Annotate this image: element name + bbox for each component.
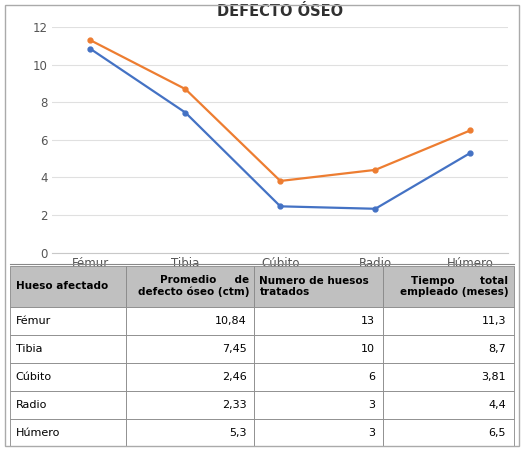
FancyBboxPatch shape xyxy=(383,363,514,391)
FancyBboxPatch shape xyxy=(126,335,255,363)
Text: 8,7: 8,7 xyxy=(488,344,506,354)
FancyBboxPatch shape xyxy=(10,335,126,363)
FancyBboxPatch shape xyxy=(255,335,383,363)
Text: 10: 10 xyxy=(361,344,375,354)
FancyBboxPatch shape xyxy=(10,391,126,419)
Text: Hueso afectado: Hueso afectado xyxy=(16,281,108,291)
FancyBboxPatch shape xyxy=(383,335,514,363)
Text: 3: 3 xyxy=(368,400,375,410)
Text: 4,4: 4,4 xyxy=(488,400,506,410)
Text: Radio: Radio xyxy=(16,400,47,410)
Text: 5,3: 5,3 xyxy=(230,428,247,437)
FancyBboxPatch shape xyxy=(10,363,126,391)
FancyBboxPatch shape xyxy=(126,391,255,419)
Text: Cúbito: Cúbito xyxy=(16,372,52,382)
Text: 3: 3 xyxy=(368,428,375,437)
FancyBboxPatch shape xyxy=(383,391,514,419)
Text: 2,46: 2,46 xyxy=(222,372,247,382)
Text: Promedio     de
defecto óseo (ctm): Promedio de defecto óseo (ctm) xyxy=(138,275,249,298)
Text: Tibia: Tibia xyxy=(16,344,42,354)
FancyBboxPatch shape xyxy=(10,266,126,307)
FancyBboxPatch shape xyxy=(10,307,126,335)
FancyBboxPatch shape xyxy=(255,391,383,419)
FancyBboxPatch shape xyxy=(383,266,514,307)
Text: Fémur: Fémur xyxy=(16,316,51,326)
FancyBboxPatch shape xyxy=(10,419,126,446)
FancyBboxPatch shape xyxy=(255,266,383,307)
Title: RELACIÓN ENTRE TIEMPO REQUERIDO Y
DEFECTO ÓSEO: RELACIÓN ENTRE TIEMPO REQUERIDO Y DEFECT… xyxy=(116,0,444,19)
Text: 7,45: 7,45 xyxy=(222,344,247,354)
FancyBboxPatch shape xyxy=(255,419,383,446)
Text: 3,81: 3,81 xyxy=(482,372,506,382)
Text: 2,33: 2,33 xyxy=(222,400,247,410)
Text: 10,84: 10,84 xyxy=(215,316,247,326)
FancyBboxPatch shape xyxy=(255,307,383,335)
Text: Tiempo       total
empleado (meses): Tiempo total empleado (meses) xyxy=(400,276,508,297)
Text: Húmero: Húmero xyxy=(16,428,60,437)
FancyBboxPatch shape xyxy=(126,307,255,335)
FancyBboxPatch shape xyxy=(126,419,255,446)
Text: 6: 6 xyxy=(368,372,375,382)
Text: 13: 13 xyxy=(361,316,375,326)
FancyBboxPatch shape xyxy=(126,363,255,391)
FancyBboxPatch shape xyxy=(126,266,255,307)
FancyBboxPatch shape xyxy=(255,363,383,391)
FancyBboxPatch shape xyxy=(383,419,514,446)
Text: 11,3: 11,3 xyxy=(482,316,506,326)
Text: Numero de huesos
tratados: Numero de huesos tratados xyxy=(259,276,369,297)
Text: 6,5: 6,5 xyxy=(488,428,506,437)
FancyBboxPatch shape xyxy=(383,307,514,335)
